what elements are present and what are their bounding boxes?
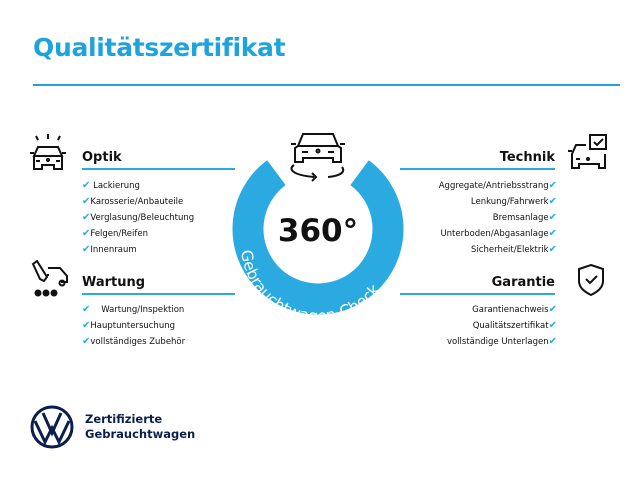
check-icon: ✔ <box>82 244 91 255</box>
shield-check-icon <box>578 263 604 297</box>
check-icon: ✔ <box>82 336 91 347</box>
list-item: Unterboden/Abgasanlage✔ <box>440 228 557 239</box>
technik-divider <box>400 168 555 170</box>
check-icon: ✔ <box>82 304 91 315</box>
garantie-divider <box>400 293 555 295</box>
check-icon: ✔ <box>548 228 557 239</box>
car-lights-icon <box>30 134 66 170</box>
check-icon: ✔ <box>548 304 557 315</box>
page-title: Qualitätszertifikat <box>33 33 286 62</box>
check-icon: ✔ <box>548 320 557 331</box>
list-item: ✔Innenraum <box>82 244 137 255</box>
section-title-wartung: Wartung <box>82 275 146 290</box>
technik-list: Aggregate/Antriebsstrang✔ Lenkung/Fahrwe… <box>439 178 557 258</box>
section-title-technik: Technik <box>499 150 555 165</box>
list-item: ✔Karosserie/Anbauteile <box>82 196 184 207</box>
footer-line-2: Gebrauchtwagen <box>85 427 196 441</box>
service-van-icon <box>31 260 68 297</box>
check-icon: ✔ <box>548 244 557 255</box>
list-item: ✔Felgen/Reifen <box>82 228 149 239</box>
check-icon: ✔ <box>82 212 91 223</box>
optik-list: ✔ Lackierung ✔Karosserie/Anbauteile ✔Ver… <box>82 178 194 258</box>
list-item: ✔Verglasung/Beleuchtung <box>82 212 195 223</box>
check-icon: ✔ <box>548 212 557 223</box>
wartung-list: ✔ Wartung/Inspektion ✔Hauptuntersuchung … <box>82 302 185 350</box>
list-item: Bremsanlage✔ <box>492 212 557 223</box>
list-item: vollständige Unterlagen✔ <box>446 336 557 347</box>
list-item: Aggregate/Antriebsstrang✔ <box>438 180 557 191</box>
section-title-garantie: Garantie <box>491 275 555 290</box>
list-item: Qualitätszertifikat✔ <box>472 320 557 331</box>
title-divider <box>33 84 620 86</box>
check-icon: ✔ <box>82 180 91 191</box>
list-item: ✔Hauptuntersuchung <box>82 320 175 331</box>
vw-logo <box>30 405 74 449</box>
check-icon: ✔ <box>548 336 557 347</box>
car-checkbox-icon <box>568 134 607 169</box>
footer-brand-text: Zertifizierte Gebrauchtwagen <box>85 412 195 442</box>
rotating-car-icon <box>290 133 345 182</box>
section-title-optik: Optik <box>82 150 122 165</box>
list-item: ✔vollständiges Zubehör <box>82 336 186 347</box>
list-item: ✔ Wartung/Inspektion <box>82 304 185 315</box>
360-label: 360° <box>278 213 358 249</box>
check-icon: ✔ <box>82 196 91 207</box>
check-icon: ✔ <box>548 180 557 191</box>
list-item: ✔ Lackierung <box>82 180 140 191</box>
list-item: Garantienachweis✔ <box>472 304 557 315</box>
check-icon: ✔ <box>82 228 91 239</box>
list-item: Sicherheit/Elektrik✔ <box>471 244 557 255</box>
check-icon: ✔ <box>82 320 91 331</box>
optik-divider <box>82 168 235 170</box>
check-icon: ✔ <box>548 196 557 207</box>
list-item: Lenkung/Fahrwerk✔ <box>470 196 557 207</box>
footer-line-1: Zertifizierte <box>85 412 163 426</box>
ring <box>232 160 404 315</box>
wartung-divider <box>82 293 235 295</box>
360-check-badge: Gebrauchtwagen-Check 360° <box>232 133 404 325</box>
garantie-list: Garantienachweis✔ Qualitätszertifikat✔ v… <box>447 302 557 350</box>
